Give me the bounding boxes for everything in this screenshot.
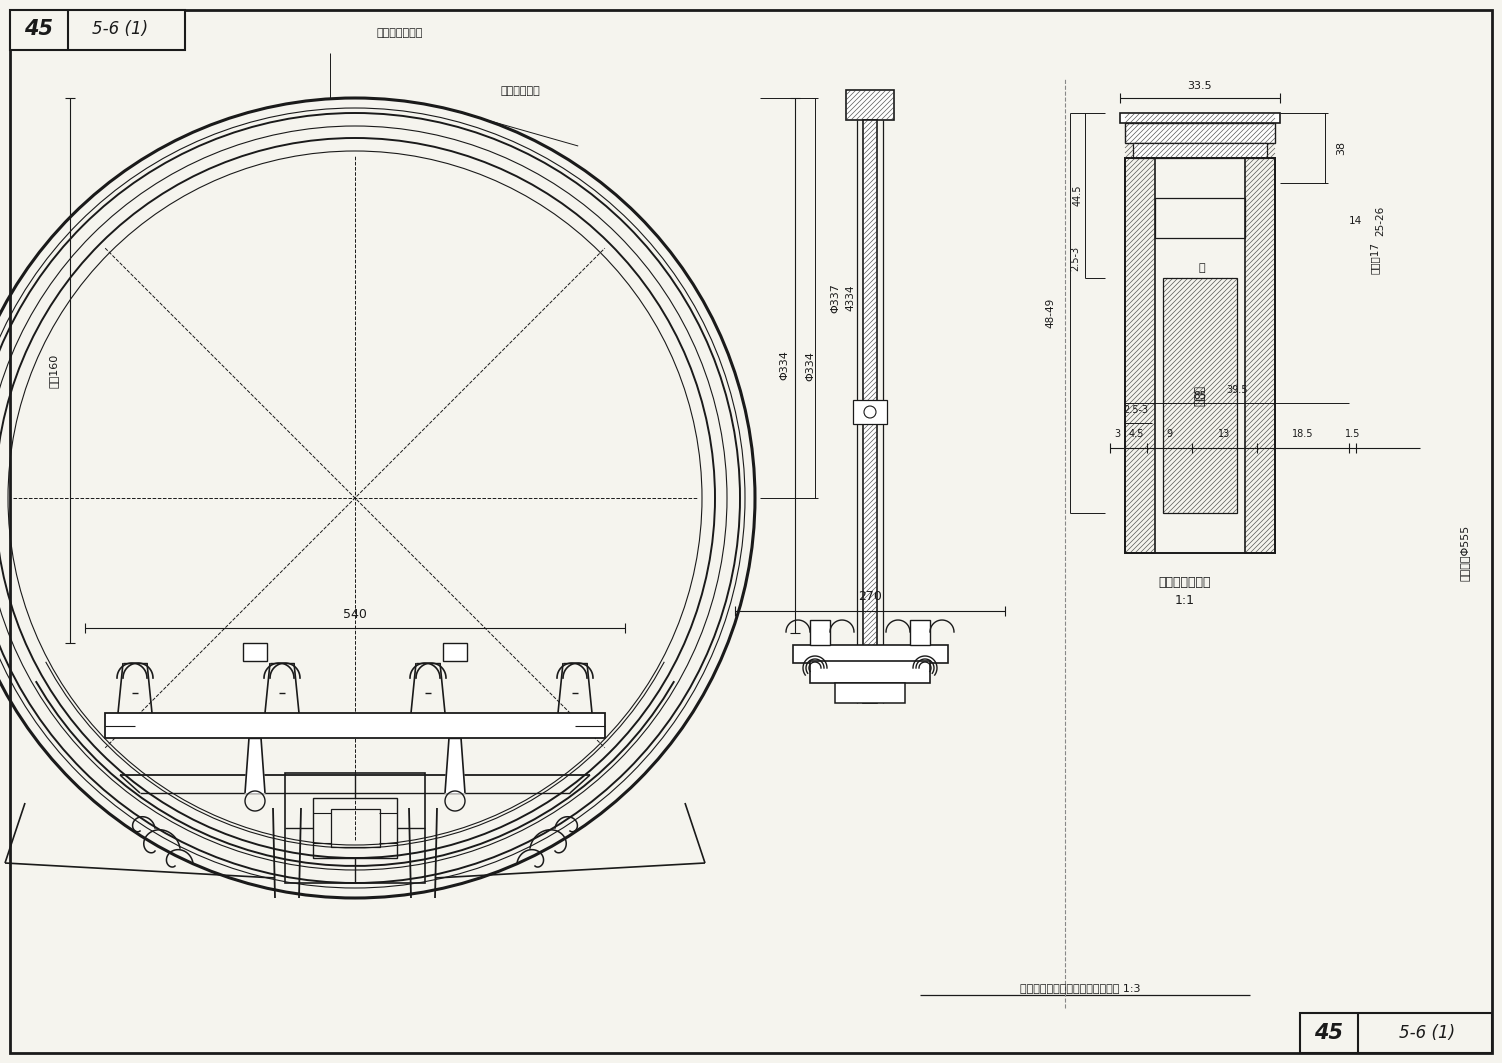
Text: Φ334: Φ334 [805, 351, 816, 381]
Text: 540: 540 [342, 607, 366, 621]
Text: 1:1: 1:1 [1175, 594, 1196, 607]
Polygon shape [409, 808, 437, 898]
Bar [105, 713, 605, 738]
Text: 2.5-3: 2.5-3 [1123, 405, 1149, 415]
Text: 14: 14 [1349, 216, 1362, 225]
Text: Φ334: Φ334 [780, 351, 789, 381]
Bar [910, 620, 930, 645]
Text: 18.5: 18.5 [1292, 429, 1314, 439]
Text: 4334: 4334 [846, 285, 855, 311]
Bar [1125, 123, 1275, 144]
Text: 玉宇定位圆位置: 玉宇定位圆位置 [377, 28, 424, 38]
Bar [312, 797, 397, 858]
Bar [1163, 279, 1238, 513]
Text: 1.5: 1.5 [1344, 429, 1361, 439]
Bar [793, 645, 948, 663]
Bar [846, 90, 894, 120]
Polygon shape [445, 738, 466, 793]
Bar [243, 643, 267, 661]
Text: 13: 13 [1218, 429, 1230, 439]
Bar [1155, 198, 1245, 238]
Text: 4.5: 4.5 [1128, 429, 1143, 439]
Bar [1245, 158, 1275, 553]
Text: 270: 270 [858, 591, 882, 604]
Text: 2.5-3: 2.5-3 [1069, 246, 1080, 271]
Text: 香槟木: 香槟木 [1194, 386, 1206, 406]
Bar [864, 120, 877, 703]
Text: 9: 9 [1167, 429, 1173, 439]
Polygon shape [264, 663, 299, 713]
Text: 85: 85 [1194, 391, 1206, 401]
Text: 45: 45 [1314, 1023, 1343, 1043]
Text: 销: 销 [1199, 263, 1205, 273]
Bar [11, 10, 185, 50]
Text: 5-6 (1): 5-6 (1) [1398, 1024, 1455, 1042]
Text: 背板活镶盖剂面: 背板活镶盖剂面 [1158, 576, 1211, 590]
Polygon shape [273, 808, 300, 898]
Text: 背板定镶位置: 背板定镶位置 [500, 86, 539, 96]
Text: 镶面宽17: 镶面宽17 [1370, 242, 1380, 274]
Bar [1301, 1013, 1491, 1053]
Bar [1125, 158, 1275, 553]
Text: 变高160: 变高160 [50, 353, 59, 388]
Bar [285, 773, 425, 883]
Text: 山水文大理石插屏成对时屏座结构 1:3: 山水文大理石插屏成对时屏座结构 1:3 [1020, 983, 1140, 993]
Bar [810, 620, 831, 645]
Bar [1133, 144, 1268, 158]
Polygon shape [120, 775, 590, 793]
Text: 25-26: 25-26 [1374, 205, 1385, 236]
Bar [443, 643, 467, 661]
Text: 38: 38 [1335, 141, 1346, 155]
Text: 44.5: 44.5 [1072, 185, 1083, 206]
Polygon shape [119, 663, 152, 713]
Bar [835, 684, 906, 703]
Bar [1125, 158, 1155, 553]
Text: 45: 45 [24, 19, 54, 39]
Polygon shape [245, 738, 264, 793]
Text: 3: 3 [1114, 429, 1120, 439]
Text: Φ337: Φ337 [831, 283, 840, 313]
Bar [853, 400, 888, 424]
Text: 長矩弱徑Φ555: 長矩弱徑Φ555 [1460, 525, 1470, 581]
Text: 48-49: 48-49 [1045, 298, 1054, 328]
Text: 39.5: 39.5 [1226, 385, 1248, 395]
Polygon shape [559, 663, 592, 713]
Polygon shape [412, 663, 445, 713]
Text: 33.5: 33.5 [1188, 81, 1212, 91]
Bar [810, 661, 930, 684]
Text: 5-6 (1): 5-6 (1) [92, 20, 149, 38]
Bar [1120, 113, 1280, 123]
Bar [330, 809, 380, 847]
